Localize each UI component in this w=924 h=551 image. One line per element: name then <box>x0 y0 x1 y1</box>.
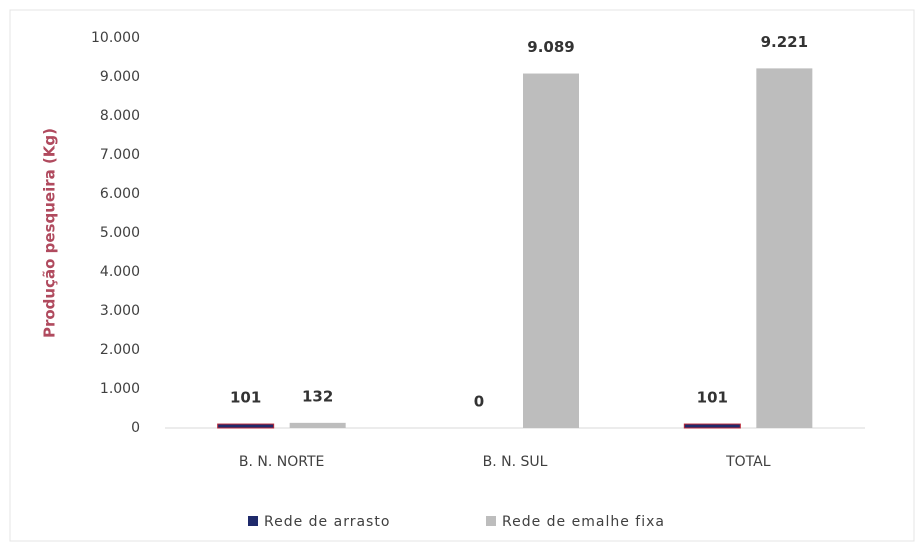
bar <box>217 423 275 429</box>
y-tick-label: 10.000 <box>91 30 140 46</box>
y-tick-label: 3.000 <box>100 303 140 319</box>
legend-swatch <box>248 516 258 526</box>
y-tick-label: 1.000 <box>100 381 140 397</box>
y-tick-label: 5.000 <box>100 225 140 241</box>
value-label: 0 <box>474 393 484 411</box>
value-label: 9.089 <box>527 38 574 56</box>
bar <box>683 423 741 429</box>
y-tick-label: 4.000 <box>100 264 140 280</box>
y-tick-label: 6.000 <box>100 186 140 202</box>
y-tick-label: 0 <box>131 420 140 436</box>
x-tick-label: B. N. NORTE <box>239 454 324 470</box>
y-axis-label: Produção pesqueira (Kg) <box>41 128 59 338</box>
y-tick-label: 2.000 <box>100 342 140 358</box>
value-label: 132 <box>302 387 333 405</box>
y-tick-label: 7.000 <box>100 147 140 163</box>
bar <box>289 422 346 428</box>
legend-swatch <box>486 516 496 526</box>
value-label: 101 <box>697 389 728 407</box>
legend-label: Rede de emalhe fixa <box>502 514 665 530</box>
bar <box>756 68 813 429</box>
y-tick-label: 8.000 <box>100 108 140 124</box>
y-tick-label: 9.000 <box>100 69 140 85</box>
value-label: 101 <box>230 389 261 407</box>
bar <box>523 73 579 429</box>
legend-label: Rede de arrasto <box>264 514 390 530</box>
value-label: 9.221 <box>761 33 808 51</box>
x-tick-label: B. N. SUL <box>483 454 548 470</box>
x-tick-label: TOTAL <box>725 454 771 470</box>
